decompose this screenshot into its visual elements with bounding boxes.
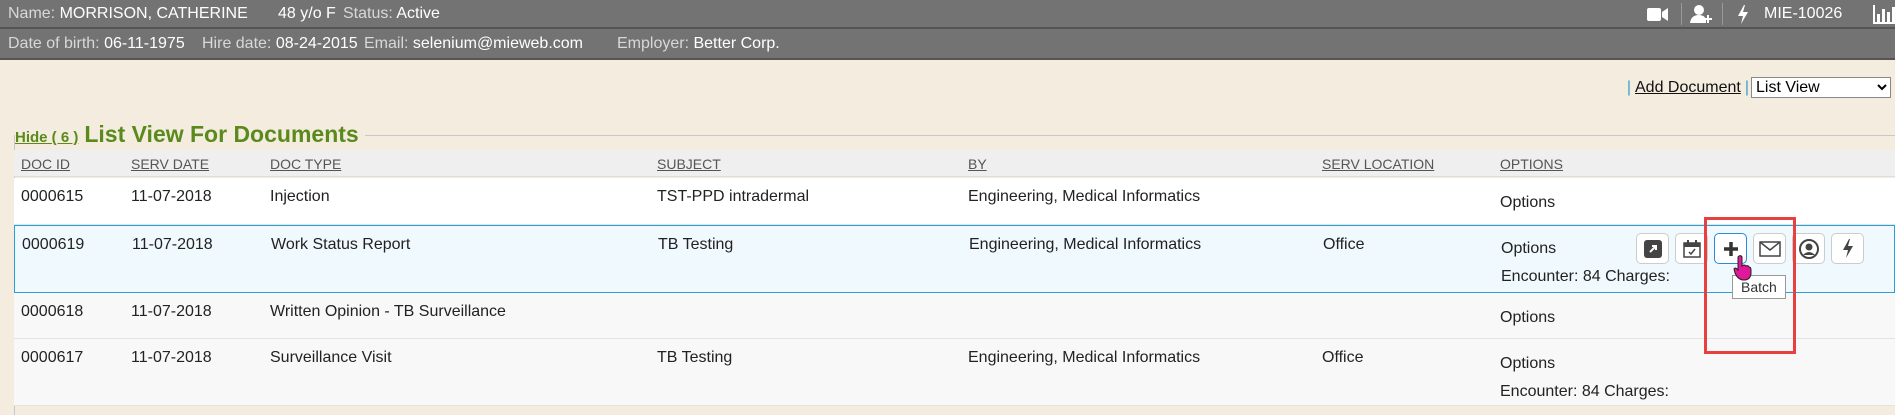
open-external-icon bbox=[1643, 239, 1662, 258]
user-circle-icon bbox=[1798, 238, 1819, 259]
view-select[interactable]: List View bbox=[1751, 77, 1891, 98]
open-external-button[interactable] bbox=[1636, 233, 1669, 264]
patient-name: Name: MORRISON, CATHERINE bbox=[8, 5, 248, 22]
col-serv-date[interactable]: SERV DATE bbox=[131, 156, 210, 172]
hire-date: Hire date: 08-24-2015 bbox=[202, 35, 358, 52]
video-camera-icon[interactable] bbox=[1647, 7, 1669, 22]
cell-doc-id: 0000617 bbox=[21, 349, 84, 366]
account-number: MIE-10026 bbox=[1764, 5, 1843, 22]
table-header: DOC ID SERV DATE DOC TYPE SUBJECT BY SER… bbox=[14, 150, 1895, 177]
calendar-check-icon bbox=[1682, 239, 1701, 258]
cell-serv-date: 11-07-2018 bbox=[131, 349, 212, 366]
row-action-buttons bbox=[1636, 233, 1864, 264]
cell-by: Engineering, Medical Informatics bbox=[969, 236, 1202, 253]
cell-doc-id: 0000618 bbox=[21, 303, 84, 320]
email-button[interactable] bbox=[1753, 233, 1786, 264]
cell-doc-type: Surveillance Visit bbox=[270, 349, 392, 366]
dob: Date of birth: 06-11-1975 bbox=[8, 35, 185, 52]
cell-options[interactable]: Options bbox=[1500, 355, 1556, 372]
cell-serv-date: 11-07-2018 bbox=[131, 303, 212, 320]
col-options[interactable]: OPTIONS bbox=[1500, 156, 1564, 172]
plus-icon bbox=[1723, 241, 1738, 256]
lightning-icon bbox=[1842, 239, 1853, 258]
cell-by: Engineering, Medical Informatics bbox=[968, 188, 1201, 205]
calendar-button[interactable] bbox=[1675, 233, 1708, 264]
cell-serv-date: 11-07-2018 bbox=[131, 188, 212, 205]
patient-details: Date of birth: 06-11-1975 Hire date: 08-… bbox=[0, 29, 1895, 60]
encounter-charges: Encounter: 84 Charges: bbox=[1501, 268, 1670, 285]
cell-subject: TST-PPD intradermal bbox=[657, 188, 810, 205]
table-row[interactable]: 0000619 11-07-2018 Work Status Report TB Te… bbox=[14, 225, 1895, 293]
cell-doc-type: Written Opinion - TB Surveillance bbox=[270, 303, 506, 320]
cell-subject: TB Testing bbox=[658, 236, 734, 253]
cell-options[interactable]: Options bbox=[1500, 309, 1556, 326]
table-row[interactable]: 0000617 11-07-2018 Surveillance Visit TB Te… bbox=[14, 339, 1895, 406]
lightning-icon[interactable] bbox=[1737, 5, 1749, 24]
cell-subject: TB Testing bbox=[657, 349, 733, 366]
quick-action-button[interactable] bbox=[1831, 233, 1864, 264]
cell-doc-type: Work Status Report bbox=[271, 236, 411, 253]
col-serv-location[interactable]: SERV LOCATION bbox=[1322, 156, 1435, 172]
batch-button[interactable] bbox=[1714, 233, 1747, 264]
age-sex: 48 y/o F bbox=[278, 5, 336, 22]
cell-doc-id: 0000615 bbox=[21, 188, 84, 205]
patient-button[interactable] bbox=[1792, 233, 1825, 264]
cell-location: Office bbox=[1322, 349, 1364, 366]
col-doc-type[interactable]: DOC TYPE bbox=[270, 156, 342, 172]
patient-status: Status: Active bbox=[343, 5, 440, 22]
hide-link[interactable]: Hide ( 6 ) bbox=[15, 129, 79, 146]
col-subject[interactable]: SUBJECT bbox=[657, 156, 721, 172]
table-row[interactable]: 0000615 11-07-2018 Injection TST-PPD intrad… bbox=[14, 178, 1895, 225]
section-title: List View For Documents bbox=[84, 121, 359, 147]
col-by[interactable]: BY bbox=[968, 156, 987, 172]
encounter-charges: Encounter: 84 Charges: bbox=[1500, 383, 1669, 400]
envelope-icon bbox=[1758, 240, 1781, 257]
table-row[interactable]: 0000618 11-07-2018 Written Opinion - TB Su… bbox=[14, 293, 1895, 339]
highlight-box bbox=[1704, 217, 1796, 354]
employer: Employer: Better Corp. bbox=[617, 35, 780, 52]
cell-by: Engineering, Medical Informatics bbox=[968, 349, 1201, 366]
add-document-link[interactable]: Add Document bbox=[1635, 78, 1741, 96]
cell-doc-type: Injection bbox=[270, 188, 330, 205]
email: Email: selenium@mieweb.com bbox=[364, 35, 583, 52]
bar-chart-icon[interactable] bbox=[1873, 5, 1895, 24]
document-toolbar: | Add Document | List View bbox=[1627, 77, 1891, 98]
add-user-icon[interactable] bbox=[1690, 4, 1714, 24]
patient-header: Name: MORRISON, CATHERINE 48 y/o F Statu… bbox=[0, 0, 1895, 29]
section-legend: Hide ( 6 ) List View For Documents bbox=[15, 121, 365, 148]
cell-location: Office bbox=[1323, 236, 1365, 253]
cell-serv-date: 11-07-2018 bbox=[132, 236, 213, 253]
cell-options[interactable]: Options bbox=[1501, 240, 1557, 257]
hand-cursor-icon bbox=[1733, 255, 1752, 281]
cell-options[interactable]: Options bbox=[1500, 194, 1556, 211]
cell-doc-id: 0000619 bbox=[22, 236, 85, 253]
col-doc-id[interactable]: DOC ID bbox=[21, 156, 70, 172]
